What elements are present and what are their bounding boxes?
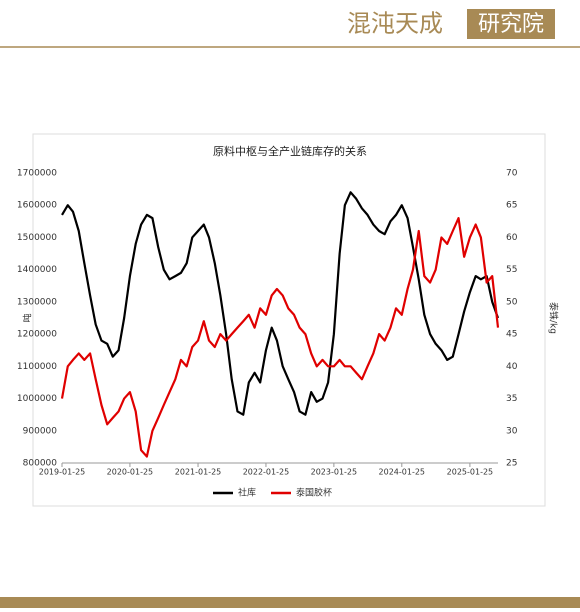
y-tick-label: 1100000	[17, 362, 57, 372]
y-axis-label: 吨	[22, 313, 34, 322]
series-line	[61, 191, 500, 416]
y-tick-label: 1200000	[17, 330, 57, 340]
x-tick-label: 2025-01-25	[447, 468, 494, 477]
y-tick-label: 1500000	[17, 233, 57, 243]
x-tick-label: 2022-01-25	[243, 468, 290, 477]
y2-tick-label: 50	[506, 297, 518, 307]
y2-tick-label: 25	[506, 459, 517, 469]
y2-axis-label: 泰铢/kg	[548, 302, 560, 334]
y-tick-label: 1600000	[17, 201, 57, 211]
chart-title: 原料中枢与全产业链库存的关系	[213, 144, 367, 158]
y-tick-label: 1400000	[17, 265, 57, 275]
y-tick-label: 1300000	[17, 297, 57, 307]
y2-tick-label: 30	[506, 426, 518, 436]
y2-tick-label: 70	[506, 169, 518, 179]
x-tick-label: 2023-01-25	[311, 468, 358, 477]
legend-label: 泰国胶杯	[296, 487, 332, 499]
y2-tick-label: 65	[506, 201, 517, 211]
y2-tick-label: 40	[506, 362, 518, 372]
y2-tick-label: 55	[506, 265, 517, 275]
y2-tick-label: 45	[506, 330, 517, 340]
y-tick-label: 900000	[23, 426, 58, 436]
y-tick-label: 800000	[23, 459, 58, 469]
logo: 混沌天成	[347, 10, 443, 38]
y2-tick-label: 60	[506, 233, 518, 243]
y-tick-label: 1700000	[17, 169, 57, 179]
legend-label: 社库	[238, 487, 256, 499]
footer-band	[0, 597, 580, 608]
y-tick-label: 1000000	[17, 394, 57, 404]
chart-frame	[32, 133, 546, 507]
x-tick-label: 2019-01-25	[39, 468, 86, 477]
logo-box	[467, 9, 555, 39]
y2-tick-label: 35	[506, 394, 517, 404]
x-tick-label: 2021-01-25	[175, 468, 222, 477]
series-line	[60, 217, 500, 458]
logo-box-text: 研究院	[478, 12, 544, 37]
x-tick-label: 2024-01-25	[379, 468, 426, 477]
x-tick-label: 2020-01-25	[107, 468, 154, 477]
